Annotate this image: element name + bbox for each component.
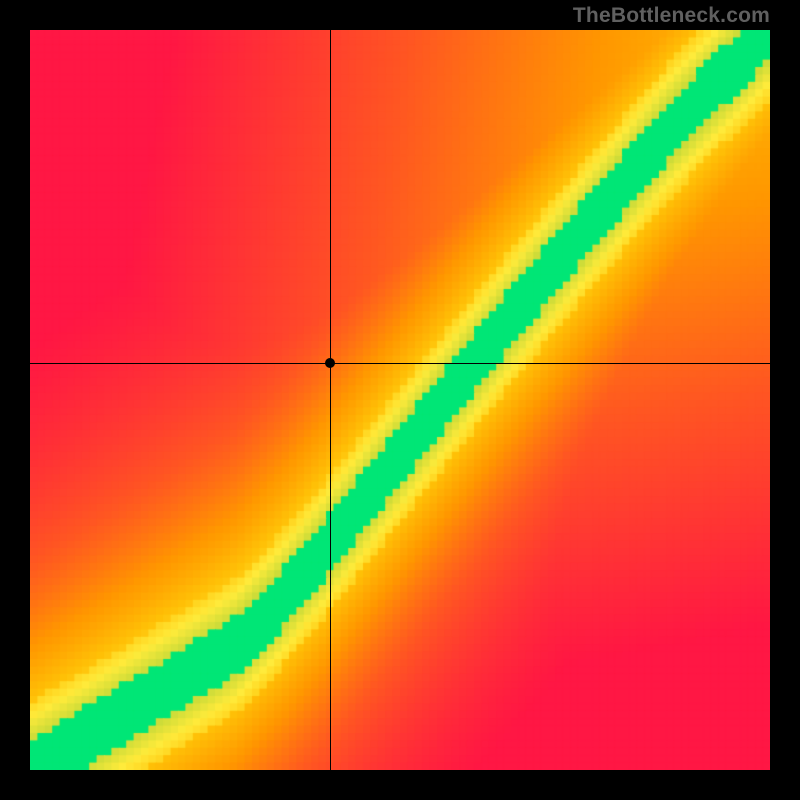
crosshair-marker (325, 358, 335, 368)
watermark-text: TheBottleneck.com (573, 4, 770, 28)
crosshair-vertical (330, 30, 331, 770)
bottleneck-heatmap (30, 30, 770, 770)
crosshair-horizontal (30, 363, 770, 364)
chart-frame: TheBottleneck.com (0, 0, 800, 800)
